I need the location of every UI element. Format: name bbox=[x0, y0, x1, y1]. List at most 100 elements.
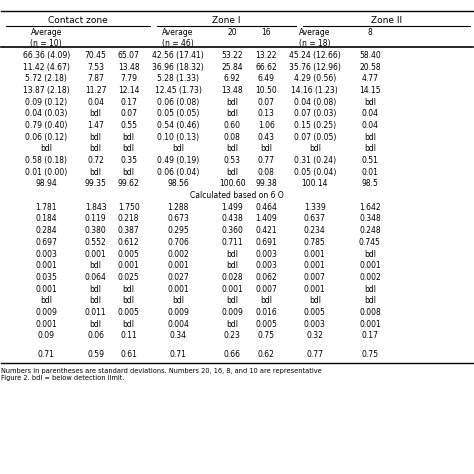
Text: 42.56 (17.41): 42.56 (17.41) bbox=[152, 51, 204, 60]
Text: 45.24 (12.66): 45.24 (12.66) bbox=[289, 51, 341, 60]
Text: bdl: bdl bbox=[364, 98, 376, 107]
Text: 7.79: 7.79 bbox=[120, 74, 137, 83]
Text: 0.09: 0.09 bbox=[37, 331, 55, 340]
Text: 0.637: 0.637 bbox=[304, 214, 326, 223]
Text: Contact zone: Contact zone bbox=[48, 17, 108, 26]
Text: 0.464: 0.464 bbox=[255, 203, 277, 212]
Text: 0.43: 0.43 bbox=[258, 133, 275, 142]
Text: Zone I: Zone I bbox=[212, 17, 241, 26]
Text: 0.673: 0.673 bbox=[167, 214, 189, 223]
Text: 99.35: 99.35 bbox=[85, 180, 107, 189]
Text: 0.61: 0.61 bbox=[120, 350, 137, 359]
Text: 0.17: 0.17 bbox=[120, 98, 137, 107]
Text: 0.08: 0.08 bbox=[224, 133, 241, 142]
Text: 0.49 (0.19): 0.49 (0.19) bbox=[157, 156, 199, 165]
Text: 0.001: 0.001 bbox=[359, 261, 381, 270]
Text: 0.001: 0.001 bbox=[167, 261, 189, 270]
Text: bdl: bdl bbox=[90, 319, 101, 328]
Text: bdl: bdl bbox=[123, 145, 135, 154]
Text: 0.706: 0.706 bbox=[167, 238, 189, 247]
Text: 0.04: 0.04 bbox=[361, 121, 378, 130]
Text: 0.001: 0.001 bbox=[35, 284, 57, 293]
Text: 0.05 (0.04): 0.05 (0.04) bbox=[293, 168, 336, 177]
Text: bdl: bdl bbox=[90, 145, 101, 154]
Text: 0.005: 0.005 bbox=[255, 319, 277, 328]
Text: bdl: bdl bbox=[123, 284, 135, 293]
Text: 0.06 (0.04): 0.06 (0.04) bbox=[157, 168, 199, 177]
Text: 5.72 (2.18): 5.72 (2.18) bbox=[25, 74, 67, 83]
Text: bdl: bdl bbox=[364, 296, 376, 305]
Text: 13.48: 13.48 bbox=[118, 63, 139, 72]
Text: 0.001: 0.001 bbox=[35, 319, 57, 328]
Text: bdl: bdl bbox=[90, 261, 101, 270]
Text: 0.01: 0.01 bbox=[362, 168, 378, 177]
Text: 16: 16 bbox=[261, 28, 271, 37]
Text: 0.001: 0.001 bbox=[304, 249, 326, 258]
Text: 0.05 (0.05): 0.05 (0.05) bbox=[157, 109, 199, 118]
Text: 0.53: 0.53 bbox=[224, 156, 241, 165]
Text: 0.001: 0.001 bbox=[167, 284, 189, 293]
Text: 0.612: 0.612 bbox=[118, 238, 139, 247]
Text: 0.09 (0.12): 0.09 (0.12) bbox=[25, 98, 67, 107]
Text: 14.16 (1.23): 14.16 (1.23) bbox=[292, 86, 338, 95]
Text: 0.064: 0.064 bbox=[85, 273, 107, 282]
Text: 0.35: 0.35 bbox=[120, 156, 137, 165]
Text: 36.96 (18.32): 36.96 (18.32) bbox=[152, 63, 204, 72]
Text: 98.94: 98.94 bbox=[35, 180, 57, 189]
Text: bdl: bdl bbox=[364, 145, 376, 154]
Text: 0.72: 0.72 bbox=[87, 156, 104, 165]
Text: 0.001: 0.001 bbox=[118, 261, 139, 270]
Text: 0.04: 0.04 bbox=[361, 109, 378, 118]
Text: bdl: bdl bbox=[226, 319, 238, 328]
Text: 0.025: 0.025 bbox=[118, 273, 139, 282]
Text: 0.248: 0.248 bbox=[359, 226, 381, 235]
Text: bdl: bdl bbox=[226, 109, 238, 118]
Text: 1.06: 1.06 bbox=[258, 121, 274, 130]
Text: 98.5: 98.5 bbox=[362, 180, 378, 189]
Text: 0.001: 0.001 bbox=[359, 319, 381, 328]
Text: 0.421: 0.421 bbox=[255, 226, 277, 235]
Text: 13.22: 13.22 bbox=[255, 51, 277, 60]
Text: 13.48: 13.48 bbox=[221, 86, 243, 95]
Text: 0.119: 0.119 bbox=[85, 214, 107, 223]
Text: 0.028: 0.028 bbox=[221, 273, 243, 282]
Text: 1.339: 1.339 bbox=[304, 203, 326, 212]
Text: 5.28 (1.33): 5.28 (1.33) bbox=[157, 74, 199, 83]
Text: 0.79 (0.40): 0.79 (0.40) bbox=[25, 121, 67, 130]
Text: 0.360: 0.360 bbox=[221, 226, 243, 235]
Text: 0.003: 0.003 bbox=[255, 261, 277, 270]
Text: 0.009: 0.009 bbox=[221, 308, 243, 317]
Text: 0.51: 0.51 bbox=[362, 156, 378, 165]
Text: 1.843: 1.843 bbox=[85, 203, 107, 212]
Text: 100.60: 100.60 bbox=[219, 180, 246, 189]
Text: 7.53: 7.53 bbox=[87, 63, 104, 72]
Text: 0.552: 0.552 bbox=[85, 238, 107, 247]
Text: 25.84: 25.84 bbox=[221, 63, 243, 72]
Text: 0.785: 0.785 bbox=[304, 238, 326, 247]
Text: 1.750: 1.750 bbox=[118, 203, 139, 212]
Text: 100.14: 100.14 bbox=[301, 180, 328, 189]
Text: 0.60: 0.60 bbox=[224, 121, 241, 130]
Text: 12.14: 12.14 bbox=[118, 86, 139, 95]
Text: 0.027: 0.027 bbox=[167, 273, 189, 282]
Text: 0.697: 0.697 bbox=[35, 238, 57, 247]
Text: 1.47: 1.47 bbox=[87, 121, 104, 130]
Text: bdl: bdl bbox=[172, 296, 184, 305]
Text: bdl: bdl bbox=[40, 296, 52, 305]
Text: 1.781: 1.781 bbox=[36, 203, 57, 212]
Text: 0.005: 0.005 bbox=[118, 308, 139, 317]
Text: bdl: bdl bbox=[123, 133, 135, 142]
Text: bdl: bdl bbox=[364, 249, 376, 258]
Text: 66.36 (4.09): 66.36 (4.09) bbox=[23, 51, 70, 60]
Text: bdl: bdl bbox=[90, 168, 101, 177]
Text: 0.10 (0.13): 0.10 (0.13) bbox=[157, 133, 199, 142]
Text: 0.001: 0.001 bbox=[304, 261, 326, 270]
Text: 0.284: 0.284 bbox=[36, 226, 57, 235]
Text: Numbers in parentheses are standard deviations. Numbers 20, 16, 8, and 10 are re: Numbers in parentheses are standard devi… bbox=[1, 368, 322, 381]
Text: Average
(n = 18): Average (n = 18) bbox=[299, 28, 330, 48]
Text: 11.27: 11.27 bbox=[85, 86, 106, 95]
Text: 0.71: 0.71 bbox=[170, 350, 187, 359]
Text: 70.45: 70.45 bbox=[85, 51, 107, 60]
Text: bdl: bdl bbox=[226, 98, 238, 107]
Text: 0.66: 0.66 bbox=[224, 350, 241, 359]
